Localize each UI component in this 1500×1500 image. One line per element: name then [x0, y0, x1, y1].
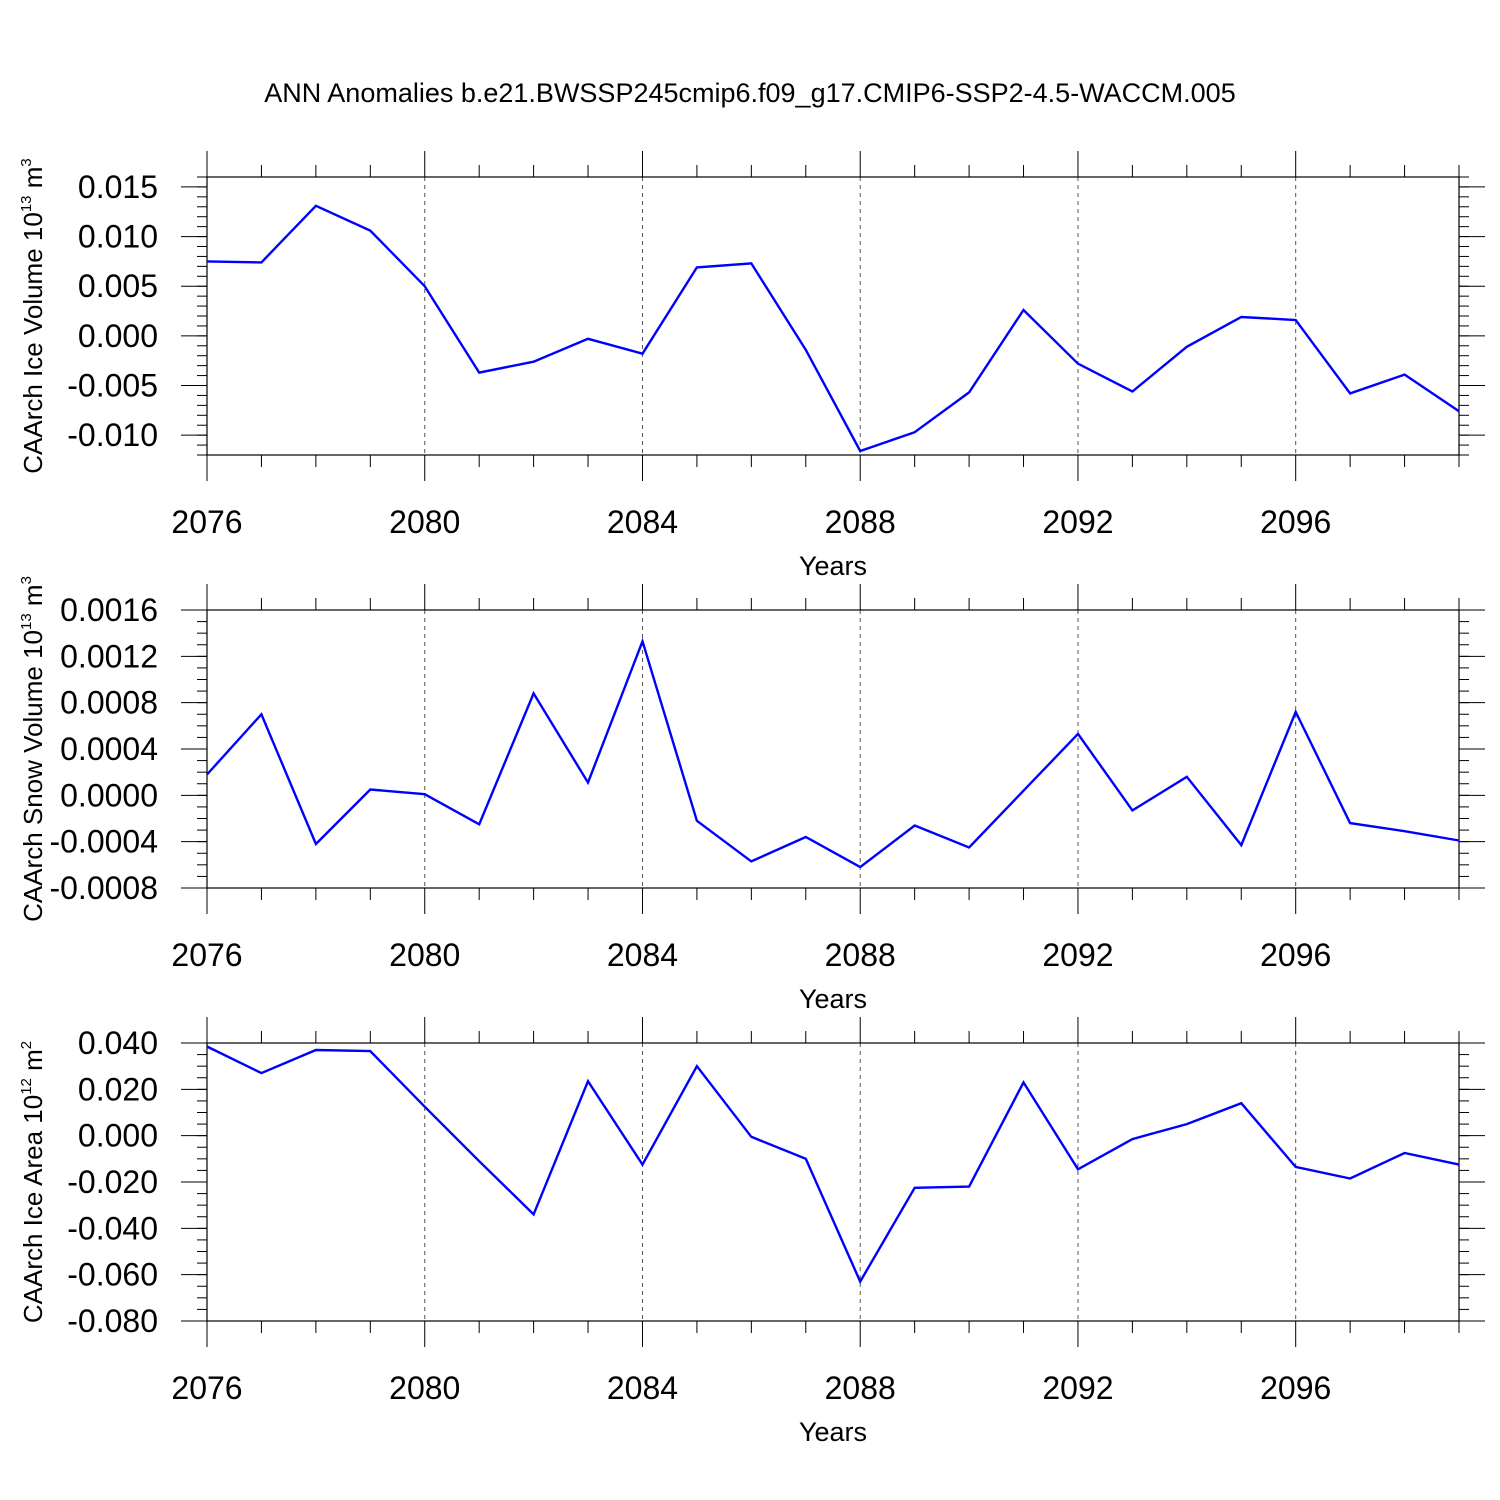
y-axis-label-exponent: 13: [18, 195, 35, 212]
y-tick-label: 0.0004: [60, 731, 158, 767]
plot-frame: [206, 609, 1460, 889]
y-tick-label: 0.0016: [60, 592, 158, 628]
x-axis-label: Years: [799, 984, 867, 1014]
series-line: [206, 637, 1460, 869]
x-tick-label: 2076: [171, 937, 242, 973]
x-tick-label: 2096: [1260, 504, 1331, 540]
y-axis-label-exponent: 13: [18, 613, 35, 630]
y-axis-label-text: CAArch Ice Volume 10: [18, 212, 48, 474]
panel-3: 0.040 0.020 0.000 -0.020 -0.040 -0.060 -0.080 2…: [18, 1017, 1485, 1447]
y-tick-label: -0.040: [67, 1210, 158, 1246]
y-tick-label: -0.060: [67, 1257, 158, 1293]
y-tick-label: -0.0008: [49, 870, 158, 906]
x-axis-label: Years: [799, 551, 867, 581]
y-axis-label-exponent: 3: [18, 576, 35, 584]
x-tick-label: 2096: [1260, 937, 1331, 973]
y-tick-label: 0.0000: [60, 777, 158, 813]
y-tick-label: 0.020: [78, 1071, 158, 1107]
plot-frame: [206, 1042, 1460, 1322]
x-tick-label: 2088: [825, 504, 896, 540]
series-line: [206, 1045, 1460, 1285]
x-tick-label: 2084: [607, 937, 678, 973]
y-tick-label: 0.0008: [60, 685, 158, 721]
y-axis-label-text: m: [18, 584, 48, 613]
y-axis-label-exponent: 2: [18, 1041, 35, 1049]
y-axis-label: CAArch Ice Volume 1013 m3: [18, 158, 48, 474]
y-tick-label: 0.015: [78, 169, 158, 205]
y-tick-label: -0.010: [67, 417, 158, 453]
y-tick-label: 0.000: [78, 1118, 158, 1154]
y-axis-label: CAArch Ice Area 1012 m2: [18, 1041, 48, 1323]
x-tick-label: 2092: [1042, 937, 1113, 973]
x-tick-label: 2080: [389, 937, 460, 973]
y-tick-label: 0.010: [78, 219, 158, 255]
y-tick-label: -0.005: [67, 368, 158, 404]
x-tick-label: 2092: [1042, 504, 1113, 540]
y-tick-label: -0.0004: [49, 824, 158, 860]
y-axis-label-exponent: 3: [18, 158, 35, 166]
y-axis-label-exponent: 12: [18, 1078, 35, 1095]
y-tick-label: 0.0012: [60, 638, 158, 674]
panel-1: 0.015 0.010 0.005 0.000 -0.005 -0.010 2076 2080…: [18, 151, 1485, 581]
series-line: [206, 204, 1460, 453]
x-tick-label: 2088: [825, 1370, 896, 1406]
x-tick-label: 2084: [607, 1370, 678, 1406]
y-tick-label: 0.040: [78, 1025, 158, 1061]
plot-frame: [206, 176, 1460, 456]
y-axis-label-text: m: [18, 1049, 48, 1078]
panel-2: 0.0016 0.0012 0.0008 0.0004 0.0000 -0.0004 -0.…: [18, 576, 1485, 1014]
x-tick-label: 2088: [825, 937, 896, 973]
x-tick-label: 2080: [389, 1370, 460, 1406]
x-tick-label: 2076: [171, 504, 242, 540]
x-axis-label: Years: [799, 1417, 867, 1447]
y-axis-label: CAArch Snow Volume 1013 m3: [18, 576, 48, 922]
y-axis-label-text: CAArch Ice Area 10: [18, 1095, 48, 1323]
y-tick-label: -0.080: [67, 1303, 158, 1339]
y-axis-label-text: CAArch Snow Volume 10: [18, 630, 48, 922]
y-tick-label: 0.005: [78, 268, 158, 304]
figure-title: ANN Anomalies b.e21.BWSSP245cmip6.f09_g1…: [264, 78, 1236, 108]
y-tick-label: 0.000: [78, 318, 158, 354]
x-tick-label: 2092: [1042, 1370, 1113, 1406]
x-tick-label: 2076: [171, 1370, 242, 1406]
x-tick-label: 2084: [607, 504, 678, 540]
x-tick-label: 2080: [389, 504, 460, 540]
x-tick-label: 2096: [1260, 1370, 1331, 1406]
y-axis-label-text: m: [18, 167, 48, 196]
y-tick-label: -0.020: [67, 1164, 158, 1200]
